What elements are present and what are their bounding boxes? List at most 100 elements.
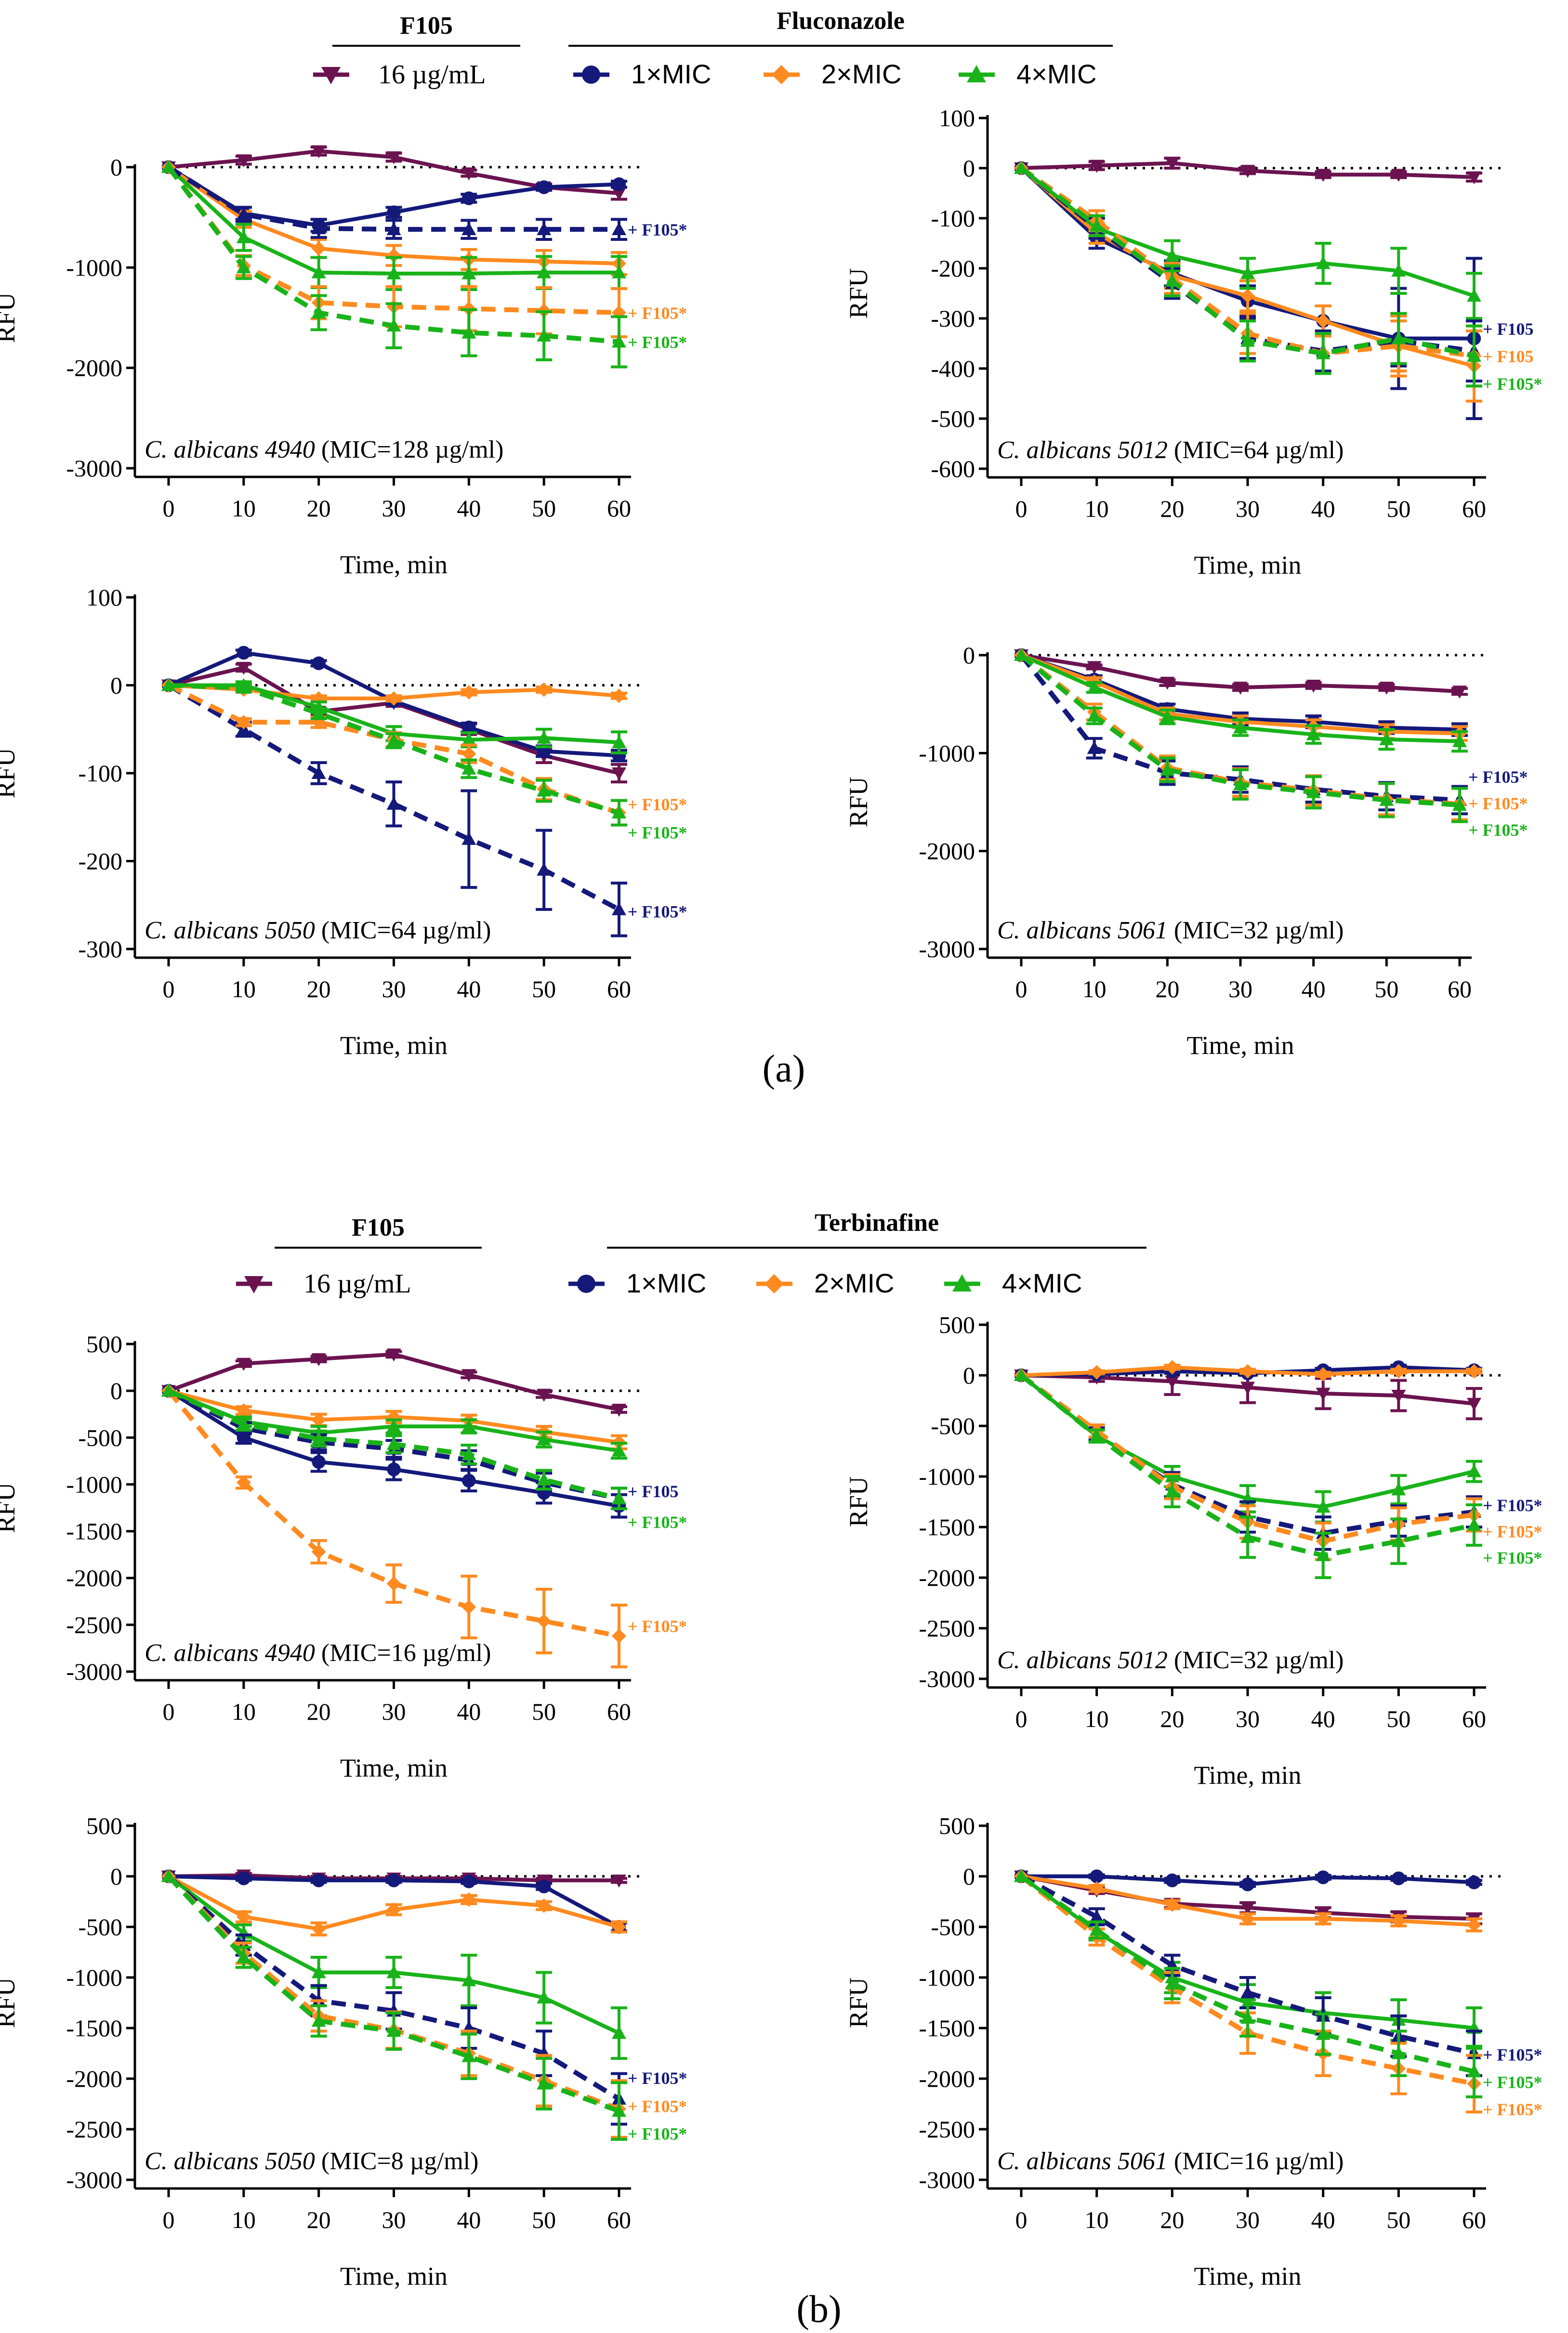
data-point	[537, 265, 552, 278]
data-point	[386, 1348, 401, 1362]
x-axis-label: Time, min	[1186, 1031, 1294, 1060]
annotation-label: + F105*	[628, 303, 687, 323]
panel-title-species: C. albicans 5061	[997, 917, 1168, 944]
data-point	[311, 2014, 326, 2027]
panel-title-mic: (MIC=32 µg/ml)	[1168, 1647, 1344, 1674]
data-point	[461, 1419, 476, 1432]
data-point	[537, 1614, 552, 1629]
x-tick-label: 30	[382, 1698, 406, 1725]
data-point	[1467, 349, 1481, 362]
data-point	[1467, 1517, 1481, 1531]
y-tick-label: -300	[78, 936, 122, 962]
data-point	[461, 1369, 476, 1383]
legend-label-mic4: 4×MIC	[1002, 1268, 1082, 1298]
data-point	[1233, 720, 1248, 734]
data-point	[386, 222, 401, 236]
data-point	[1165, 1976, 1180, 1990]
series	[161, 1348, 627, 1417]
data-point	[461, 266, 476, 279]
data-point	[1240, 289, 1255, 303]
y-tick-label: -1000	[66, 254, 122, 281]
y-tick-label: -600	[931, 455, 975, 482]
data-point	[386, 318, 401, 332]
series	[161, 1384, 627, 1510]
panel-title-mic: (MIC=16 µg/ml)	[1168, 2148, 1344, 2175]
annotation-label: + F105*	[1468, 820, 1528, 840]
data-point	[236, 154, 251, 168]
panel-title: C. albicans 5012 (MIC=32 µg/ml)	[997, 1647, 1344, 1674]
y-tick-label: -1000	[919, 1463, 975, 1490]
data-point	[1089, 1365, 1104, 1380]
data-point	[312, 656, 326, 671]
data-point	[1089, 159, 1104, 173]
data-point	[1316, 346, 1331, 359]
data-point	[1467, 1464, 1481, 1477]
y-tick-label: -2500	[66, 2116, 122, 2143]
section-label-a: (a)	[763, 1048, 805, 1090]
data-point	[1165, 274, 1180, 287]
annotation-label: + F105*	[1483, 2045, 1542, 2065]
data-point	[537, 180, 551, 194]
annotation-label: + F105	[628, 1482, 679, 1501]
panel-title: C. albicans 4940 (MIC=16 µg/ml)	[145, 1639, 491, 1667]
data-point	[612, 265, 626, 278]
data-point	[1316, 1548, 1331, 1561]
data-point	[386, 1576, 401, 1591]
data-point	[461, 1599, 476, 1614]
annotation-label: + F105*	[628, 795, 687, 814]
data-point	[236, 230, 251, 243]
y-tick-label: -2500	[66, 1611, 122, 1638]
x-tick-label: 40	[457, 2206, 481, 2233]
panel-a3: 100 0 -100 -200 -300 0 10 20 30 40 50 60 Time, min RF…	[0, 584, 687, 1060]
x-tick-label: 60	[607, 975, 631, 1002]
data-point	[236, 715, 251, 730]
data-point	[1090, 1869, 1104, 1884]
data-point	[1240, 1877, 1255, 1892]
x-axis-label: Time, min	[1194, 551, 1301, 580]
data-point	[236, 1950, 251, 1963]
data-point	[311, 265, 326, 278]
x-axis-label: Time, min	[1194, 1761, 1301, 1790]
legend-label-mic1: 1×MIC	[626, 1268, 707, 1298]
annotation-label: + F105*	[1483, 2100, 1542, 2119]
y-tick-label: -3000	[66, 455, 122, 482]
x-tick-label: 0	[163, 495, 175, 522]
annotation-label: + F105*	[628, 2097, 687, 2116]
y-tick-label: -1000	[66, 1471, 122, 1498]
data-point	[1233, 777, 1248, 791]
data-point	[236, 1475, 251, 1490]
y-axis-label: RFU	[844, 268, 873, 318]
data-point	[311, 305, 326, 319]
data-point	[386, 733, 401, 747]
y-tick-label: -500	[931, 1913, 975, 1940]
annotation-label: + F105*	[628, 1513, 687, 1532]
x-tick-label: 20	[307, 2206, 331, 2233]
panel-a2: 100 0 -100 -200 -300 -400 -500 -600 0 10 20 30 40 50 6…	[844, 105, 1542, 580]
data-point	[462, 191, 476, 205]
data-point	[1467, 2064, 1481, 2078]
data-point	[237, 1871, 251, 1885]
data-point	[237, 646, 251, 660]
data-point	[612, 1491, 626, 1504]
x-tick-label: 30	[1236, 1705, 1260, 1732]
x-tick-label: 50	[532, 495, 556, 522]
y-tick-label: 0	[110, 1863, 122, 1890]
x-tick-label: 10	[232, 1698, 256, 1725]
x-tick-label: 50	[532, 975, 556, 1002]
x-tick-label: 50	[1386, 1705, 1410, 1732]
data-point	[1391, 1913, 1406, 1928]
x-tick-label: 0	[1015, 2206, 1028, 2233]
data-point	[461, 1892, 476, 1907]
data-point	[537, 329, 552, 342]
data-point	[1452, 798, 1467, 811]
y-tick-label: -400	[931, 355, 975, 382]
legend-label-mic2: 2×MIC	[821, 59, 902, 89]
data-point	[161, 678, 176, 691]
annotation-label: + F105*	[1483, 1522, 1542, 1541]
data-point	[537, 783, 552, 797]
x-tick-label: 30	[1228, 975, 1252, 1002]
annotation-label: + F105	[1483, 319, 1534, 339]
data-point	[1467, 289, 1481, 302]
x-axis-label: Time, min	[1194, 2262, 1301, 2291]
